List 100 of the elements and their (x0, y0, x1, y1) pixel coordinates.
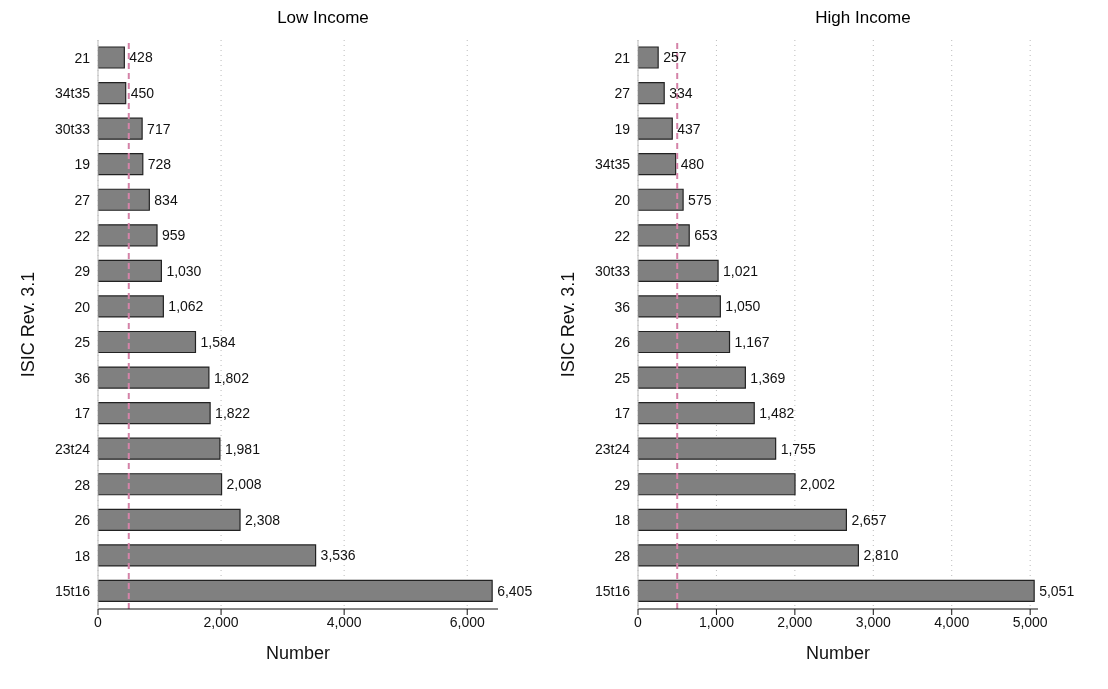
bar (638, 188, 684, 211)
y-tick-label: 29 (614, 476, 631, 493)
bar (638, 224, 690, 247)
data-label: 1,755 (780, 440, 816, 457)
bar (638, 330, 731, 354)
bar (98, 508, 241, 531)
data-label: 2,002 (800, 476, 836, 493)
bar (638, 295, 721, 318)
data-label: 480 (680, 156, 705, 173)
data-label: 5,051 (1039, 582, 1075, 599)
y-tick-label: 34t35 (594, 156, 631, 173)
y-tick-label: 17 (74, 405, 91, 422)
data-label: 959 (162, 227, 186, 244)
data-label: 3,536 (320, 547, 356, 564)
bar (98, 81, 127, 105)
bar (638, 544, 859, 567)
bar (98, 579, 493, 603)
y-tick-label: 20 (614, 192, 631, 208)
y-tick-label: 21 (74, 49, 91, 66)
data-label: 2,008 (226, 476, 262, 493)
x-axis-title: Number (805, 643, 871, 663)
data-label: 1,062 (168, 298, 204, 315)
chart-title: High Income (814, 8, 912, 29)
data-label: 334 (669, 85, 693, 102)
data-label: 437 (677, 120, 701, 137)
bar (638, 437, 777, 460)
bar (638, 117, 673, 140)
data-label: 1,050 (725, 298, 761, 315)
data-label: 428 (129, 49, 153, 66)
x-tick-label: 1,000 (698, 613, 735, 630)
y-tick-label: 27 (614, 85, 631, 102)
bar (638, 153, 677, 176)
bar (98, 46, 125, 69)
bar (98, 153, 144, 176)
data-label: 834 (154, 191, 178, 208)
x-tick-label: 2,000 (203, 613, 239, 630)
bar (638, 46, 659, 69)
data-label: 257 (663, 49, 687, 66)
y-tick-label: 18 (614, 512, 631, 529)
bar (638, 508, 847, 531)
y-tick-label: 19 (74, 156, 91, 173)
y-tick-label: 21 (614, 49, 631, 66)
bar (98, 473, 223, 496)
bar (98, 117, 143, 140)
x-tick-label: 6,000 (449, 613, 485, 630)
x-tick-label: 2,000 (777, 613, 813, 630)
y-axis-title: ISIC Rev. 3.1 (558, 271, 579, 378)
y-tick-label: 19 (614, 120, 631, 137)
y-tick-label: 34t35 (54, 85, 91, 102)
y-tick-label: 30t33 (594, 263, 631, 280)
y-tick-label: 15t16 (54, 583, 91, 600)
y-tick-label: 28 (614, 547, 631, 564)
y-tick-label: 22 (614, 227, 631, 244)
data-label: 1,584 (200, 333, 236, 350)
y-tick-label: 15t16 (594, 583, 631, 600)
data-label: 1,167 (734, 333, 770, 350)
y-tick-label: 36 (614, 298, 631, 315)
bar (98, 295, 164, 318)
y-axis-title: ISIC Rev. 3.1 (18, 271, 39, 378)
y-tick-label: 23t24 (594, 440, 631, 457)
bar (98, 188, 150, 211)
data-label: 1,981 (224, 440, 261, 457)
data-label: 450 (130, 85, 155, 102)
data-label: 1,369 (750, 369, 786, 386)
bar (98, 330, 197, 354)
y-tick-label: 25 (614, 369, 631, 386)
y-tick-label: 36 (74, 369, 91, 386)
x-tick-label: 0 (634, 613, 643, 630)
x-tick-label: 0 (94, 613, 103, 630)
data-label: 728 (147, 156, 172, 173)
y-tick-label: 20 (74, 298, 91, 315)
bar (638, 402, 755, 425)
bar (98, 437, 221, 460)
y-tick-label: 25 (74, 334, 91, 351)
chart-title: Low Income (276, 8, 370, 29)
y-tick-label: 18 (74, 547, 91, 564)
x-tick-label: 5,000 (1012, 613, 1048, 630)
data-label: 2,657 (851, 511, 887, 528)
bar (638, 259, 719, 282)
bar (98, 402, 211, 425)
x-tick-label: 4,000 (934, 613, 970, 630)
data-label: 1,802 (213, 369, 250, 386)
data-label: 653 (694, 227, 718, 244)
y-tick-label: 30t33 (54, 120, 91, 137)
y-tick-label: 27 (74, 192, 91, 208)
data-label: 6,405 (497, 582, 533, 599)
y-tick-label: 22 (74, 227, 91, 244)
y-tick-label: 28 (74, 476, 91, 493)
bar (98, 259, 162, 282)
data-label: 575 (688, 191, 712, 208)
bar (638, 579, 1035, 603)
data-label: 2,308 (245, 511, 281, 528)
data-label: 1,482 (759, 405, 795, 422)
x-axis-title: Number (265, 643, 331, 663)
bar (638, 366, 746, 389)
data-label: 2,810 (863, 547, 899, 564)
data-label: 1,030 (166, 262, 202, 279)
bar (98, 366, 210, 389)
y-tick-label: 26 (614, 334, 631, 351)
data-label: 1,822 (215, 405, 251, 422)
